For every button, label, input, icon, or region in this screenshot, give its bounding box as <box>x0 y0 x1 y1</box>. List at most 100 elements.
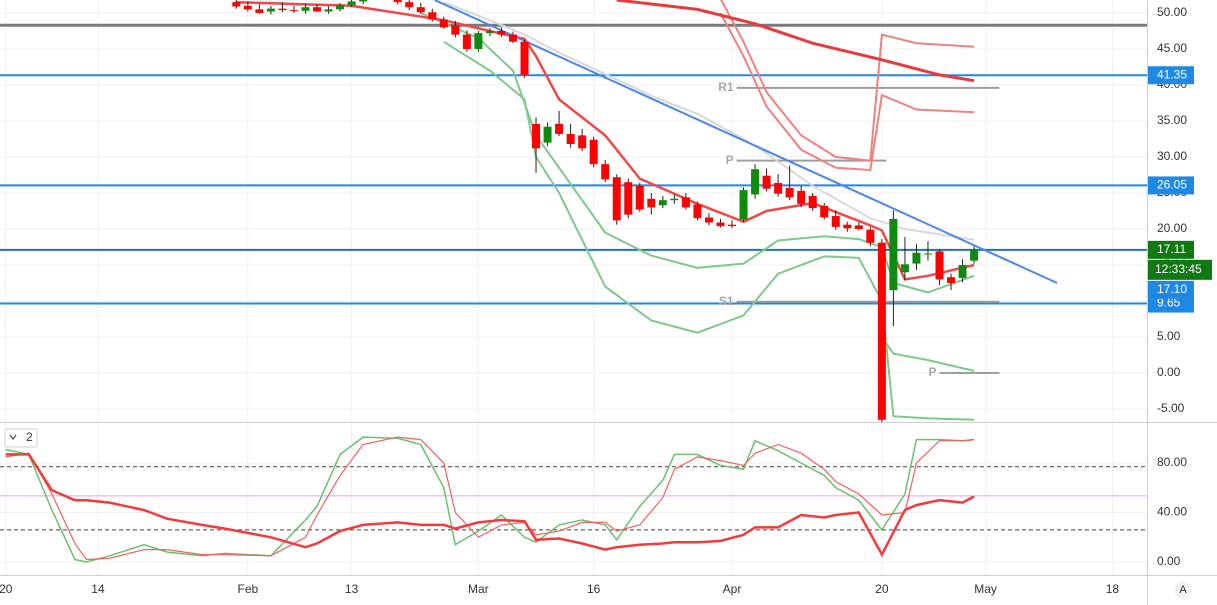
candle-body <box>601 164 610 180</box>
pivot-label: R1 <box>718 80 734 94</box>
price-tag <box>1148 66 1194 85</box>
candle-body <box>243 5 252 10</box>
candle-body <box>532 123 541 149</box>
candle-body <box>739 190 748 220</box>
indicator-toggle[interactable] <box>4 428 38 448</box>
candle-body <box>578 135 587 149</box>
candle-body <box>612 177 621 221</box>
candle-body <box>232 2 241 7</box>
price-pane: R1 P S1 P <box>0 0 1147 422</box>
candle-body <box>485 30 494 34</box>
oscillator-pane <box>0 423 1147 575</box>
indicator-line <box>443 40 975 421</box>
indicator-line <box>719 12 975 172</box>
x-tick-label: 20 <box>875 582 889 596</box>
chevron-icon <box>9 434 17 441</box>
candle-body <box>820 205 829 218</box>
price-tag-label: 41.35 <box>1157 67 1187 81</box>
candle-body <box>289 10 298 12</box>
candle-body <box>278 8 287 11</box>
indicator-label: 2 <box>26 430 33 444</box>
candle-body <box>359 0 368 2</box>
candle-body <box>785 187 794 198</box>
candle-body <box>947 277 956 284</box>
candle-body <box>843 224 852 229</box>
y-tick-label: 0.00 <box>1157 365 1181 379</box>
x-tick-label: Feb <box>238 582 259 596</box>
price-tag <box>1148 240 1194 259</box>
pivot-label: P <box>928 365 936 379</box>
price-tag <box>1148 176 1194 195</box>
candle-body <box>416 7 425 13</box>
y-tick-label: 30.00 <box>1157 149 1187 163</box>
candle-body <box>912 252 921 264</box>
candle-body <box>451 25 460 35</box>
candle-body <box>728 224 737 227</box>
candle-body <box>347 1 356 6</box>
x-tick-label: 13 <box>345 582 359 596</box>
pivot-label: S1 <box>719 294 734 308</box>
price-tag-label: 17.11 <box>1157 242 1186 256</box>
oscillator-line <box>5 436 975 563</box>
y-tick-label: 45.00 <box>1157 41 1187 55</box>
candle-body <box>716 222 725 227</box>
candle-body <box>405 2 414 8</box>
countdown: 12:33:45 <box>1155 262 1202 276</box>
candle-body <box>647 198 656 208</box>
price-tag-label: 26.05 <box>1157 178 1187 192</box>
y-tick-label: 5.00 <box>1157 329 1181 343</box>
y-tick-label: 50.00 <box>1157 5 1187 19</box>
candle-body <box>266 8 275 12</box>
candle-body <box>935 251 944 280</box>
scale-button[interactable] <box>1174 581 1192 599</box>
candle-body <box>866 229 875 243</box>
x-tick-label: 18 <box>1106 582 1120 596</box>
indicator-line <box>616 0 975 83</box>
candle-body <box>877 242 886 420</box>
y-tick-label: 20.00 <box>1157 221 1187 235</box>
candle-body <box>439 19 448 28</box>
candle-body <box>508 34 517 42</box>
indicator-line <box>881 336 975 372</box>
candle-body <box>462 34 471 49</box>
price-tag-label: 9.65 <box>1157 296 1181 310</box>
x-tick-label: Apr <box>723 582 742 596</box>
candle-body <box>900 264 909 273</box>
last-price: 17.10 <box>1157 282 1187 296</box>
pivot-label: P <box>726 153 734 167</box>
candle-body <box>831 216 840 227</box>
x-tick-label: 14 <box>91 582 105 596</box>
scale-button-label: A <box>1179 584 1187 596</box>
candle-body <box>681 197 690 208</box>
candle-body <box>889 218 898 291</box>
y-tick-label: 0.00 <box>1157 554 1181 568</box>
candle-body <box>255 9 264 13</box>
candle-body <box>958 265 967 278</box>
y-tick-label: 40.00 <box>1157 505 1187 519</box>
indicator-line <box>236 0 975 281</box>
x-tick-label: 20 <box>0 582 13 596</box>
candle-body <box>589 139 598 165</box>
indicator-line <box>443 1 975 241</box>
candle-body <box>324 9 333 12</box>
candle-body <box>336 5 345 10</box>
y-tick-label: 35.00 <box>1157 113 1187 127</box>
candle-body <box>797 190 806 204</box>
candle-body <box>854 225 863 230</box>
oscillator-line <box>5 453 975 558</box>
x-tick-label: Mar <box>468 582 489 596</box>
candle-body <box>658 200 667 206</box>
last-price-tag <box>1148 280 1194 299</box>
candle-body <box>970 249 979 261</box>
candle-body <box>313 7 322 12</box>
candle-body <box>497 30 506 35</box>
x-tick-label: 16 <box>587 582 601 596</box>
candle-body <box>393 0 402 3</box>
candle-body <box>635 185 644 210</box>
candle-body <box>624 182 633 215</box>
candle-body <box>704 217 713 223</box>
oscillator-line <box>5 436 975 561</box>
candle-body <box>693 204 702 219</box>
